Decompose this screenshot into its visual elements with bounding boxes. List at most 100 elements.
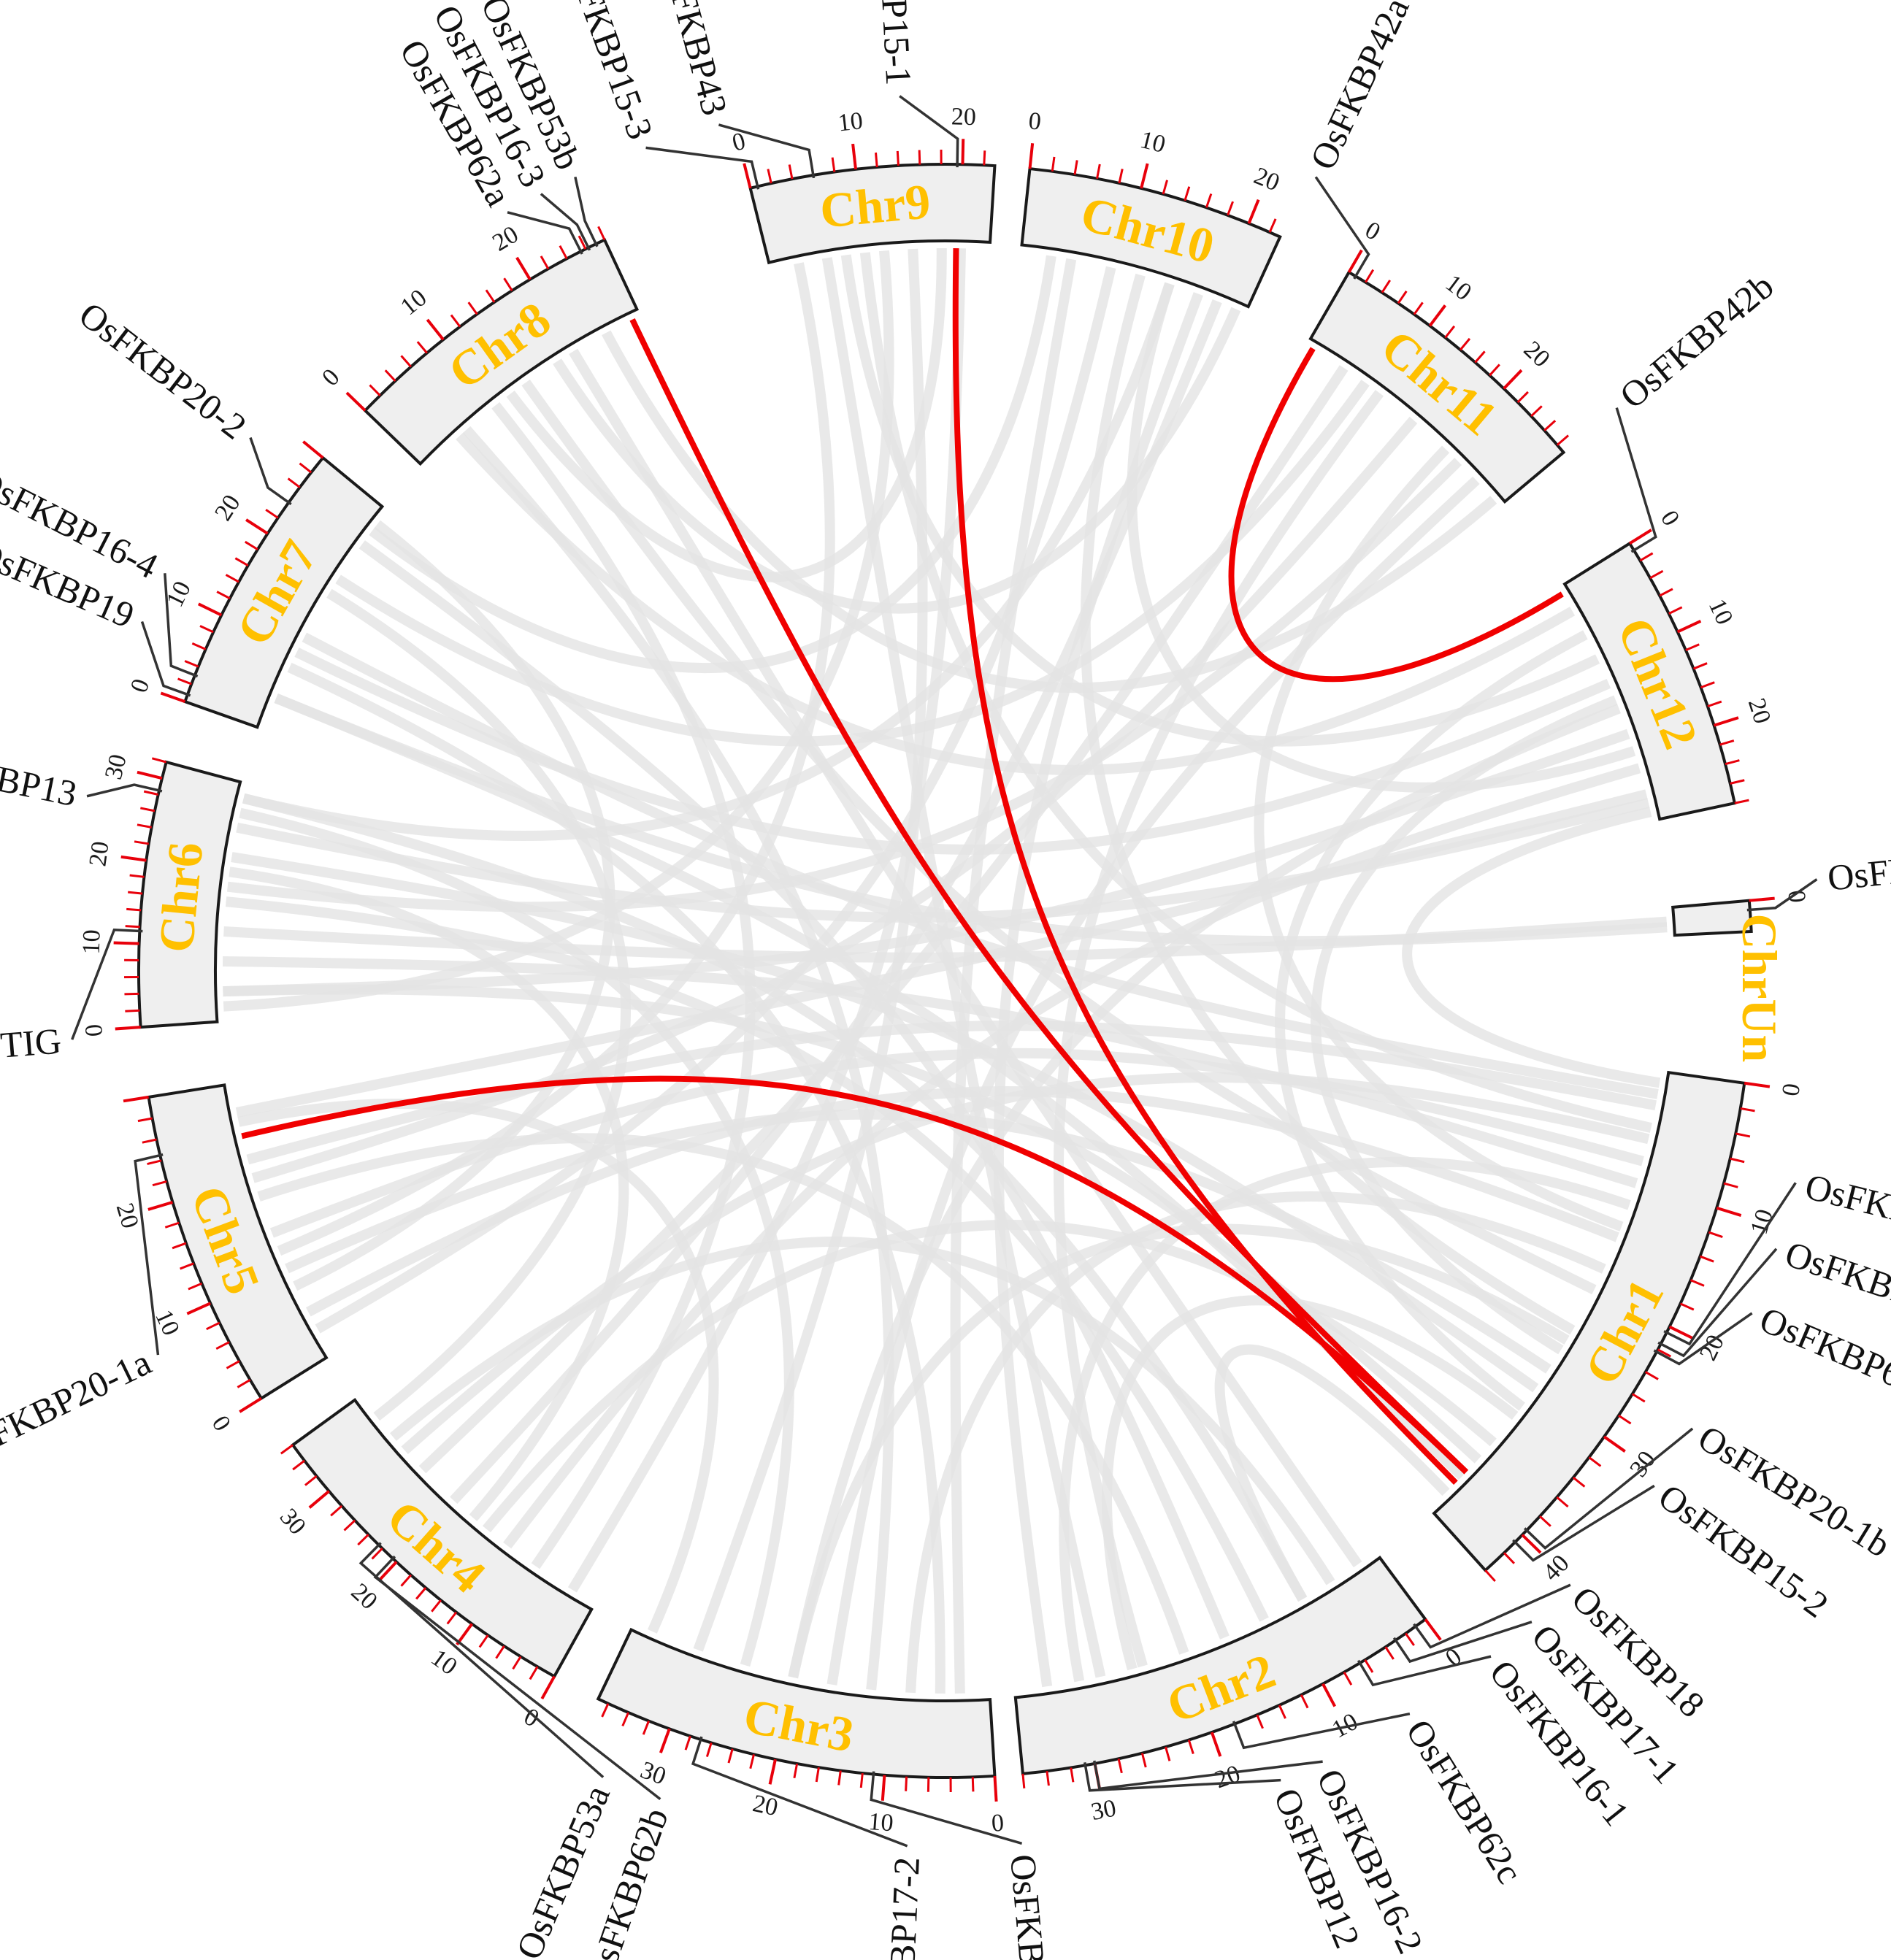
minor-tick: [859, 1772, 864, 1788]
minor-tick: [485, 289, 496, 303]
tick-label: 0: [1027, 107, 1043, 136]
gene-label: OsFKBP20-2: [72, 293, 254, 447]
major-tick: [197, 602, 223, 617]
minor-tick: [529, 1666, 539, 1680]
minor-tick: [1484, 1569, 1496, 1583]
gene-leader-line: [1657, 1248, 1778, 1358]
minor-tick: [815, 1767, 820, 1783]
major-tick: [1744, 1081, 1771, 1088]
gene-leader-line: [540, 193, 591, 251]
minor-tick: [905, 1776, 908, 1791]
major-tick: [1668, 1325, 1693, 1340]
synteny-link: [287, 662, 946, 1694]
duplication-link: [629, 318, 1469, 1475]
minor-tick: [1632, 1393, 1646, 1403]
minor-tick: [1539, 1515, 1551, 1527]
synteny-link: [456, 432, 1576, 776]
chromosome-box: [1432, 1070, 1746, 1573]
chromosome-label: ChrUn: [1732, 913, 1787, 1062]
minor-tick: [177, 677, 192, 685]
chromosome-box: [1308, 270, 1566, 504]
synteny-link: [840, 254, 1600, 747]
minor-tick: [597, 226, 606, 241]
minor-tick: [226, 1360, 240, 1369]
minor-tick: [1227, 201, 1234, 216]
minor-tick: [1740, 1107, 1755, 1112]
synteny-link: [1275, 630, 1588, 1411]
minor-tick: [1685, 643, 1700, 652]
major-tick: [1424, 1618, 1442, 1641]
tick-label: 10: [837, 107, 864, 137]
minor-tick: [384, 369, 396, 382]
gene-marker: OsFKBP20-2: [72, 293, 292, 506]
synteny-link: [315, 266, 1116, 1334]
gene-leader-line: [870, 1771, 1023, 1845]
minor-tick: [793, 1763, 799, 1779]
major-tick: [137, 770, 163, 780]
background-synteny-links: [222, 247, 1668, 1694]
major-tick: [881, 1775, 886, 1801]
minor-tick: [446, 1611, 458, 1625]
gene-leader-line: [1746, 878, 1818, 912]
major-tick: [245, 518, 269, 535]
minor-tick: [1679, 1302, 1695, 1311]
tick-label: 10: [396, 284, 432, 320]
gene-marker: OsFKBP15-1: [868, 0, 959, 168]
minor-tick: [140, 807, 156, 812]
minor-tick: [1381, 280, 1392, 293]
gene-label: OsFKBP42b: [1612, 265, 1781, 416]
gene-leader-line: [899, 95, 959, 168]
chromosome-box: [596, 1627, 997, 1779]
chromosome-box: [363, 237, 640, 466]
gene-label: OsFKBP20-1a: [0, 1341, 157, 1472]
gene-leader-line: [86, 783, 163, 798]
tick-label: 20: [84, 839, 114, 868]
gene-label: OsFKBP62c: [1398, 1713, 1530, 1891]
minor-tick: [1046, 1771, 1050, 1786]
major-tick: [1028, 143, 1035, 169]
minor-tick: [642, 1720, 650, 1735]
minor-tick: [1118, 169, 1124, 184]
minor-tick: [129, 874, 145, 878]
minor-tick: [1365, 269, 1375, 283]
tick-label: 30: [100, 752, 132, 783]
minor-tick: [1639, 552, 1654, 562]
minor-tick: [1735, 1132, 1751, 1138]
major-tick: [1521, 1534, 1542, 1554]
gene-label: OsFKBP65d: [1825, 838, 1891, 898]
minor-tick: [1618, 1414, 1632, 1425]
major-tick: [115, 1026, 141, 1031]
minor-tick: [601, 1703, 610, 1718]
minor-tick: [684, 1735, 691, 1750]
tick-label: 30: [1625, 1446, 1661, 1482]
minor-tick: [1659, 588, 1673, 597]
minor-tick: [151, 757, 167, 764]
chromosome-label: Chr9: [818, 173, 932, 239]
minor-tick: [369, 384, 381, 396]
minor-tick: [1516, 391, 1529, 404]
minor-tick: [512, 1656, 522, 1670]
gene-leader-line: [1663, 1182, 1797, 1346]
major-tick: [743, 163, 752, 189]
minor-tick: [199, 625, 214, 634]
minor-tick: [1657, 1348, 1672, 1358]
major-tick: [120, 855, 147, 862]
tick-label: 0: [80, 1023, 107, 1038]
minor-tick: [1530, 405, 1543, 418]
minor-tick: [1588, 1456, 1602, 1467]
minor-tick: [143, 790, 159, 796]
minor-tick: [134, 840, 150, 845]
minor-tick: [126, 907, 142, 912]
minor-tick: [621, 1712, 629, 1727]
gene-marker: OsFKBP13: [0, 740, 163, 814]
minor-tick: [1556, 434, 1570, 446]
major-tick: [1749, 896, 1775, 902]
minor-tick: [1556, 1496, 1569, 1508]
synteny-link: [223, 250, 894, 1012]
major-tick: [1140, 163, 1149, 189]
gene-leader-line: [1314, 176, 1370, 280]
minor-tick: [244, 540, 258, 550]
minor-tick: [1162, 180, 1168, 195]
